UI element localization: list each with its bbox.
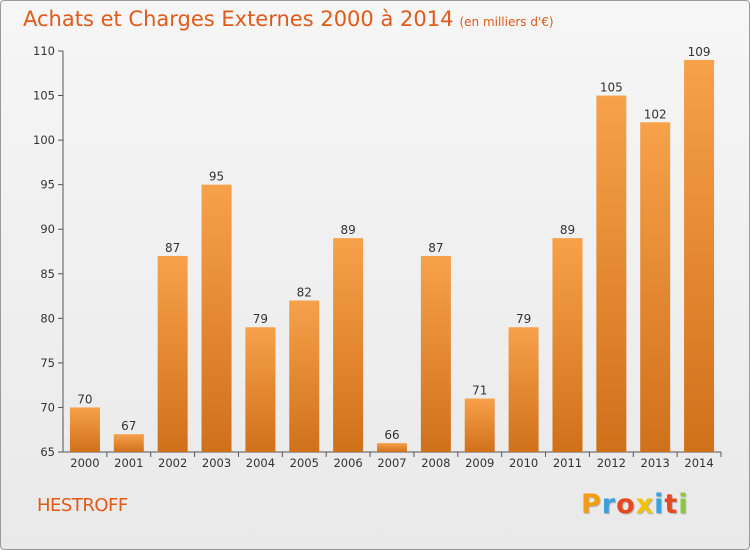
proxiti-letter: P <box>581 489 602 520</box>
proxiti-letter: r <box>601 489 617 520</box>
bar-2013 <box>640 122 671 453</box>
bar-2006 <box>333 238 364 452</box>
x-tick-label: 2013 <box>641 456 670 470</box>
y-tick-label: 80 <box>40 311 55 325</box>
bar-2011 <box>552 238 583 452</box>
commune-name: HESTROFF <box>37 495 128 516</box>
proxiti-letter: x <box>635 489 655 520</box>
x-tick-label: 2006 <box>333 456 362 470</box>
bar-2000 <box>69 407 100 452</box>
x-tick-label: 2010 <box>509 456 538 470</box>
y-tick-label: 100 <box>33 133 55 147</box>
chart-title: Achats et Charges Externes 2000 à 2014 (e… <box>23 7 554 31</box>
data-label-2001: 67 <box>121 419 136 433</box>
bar-2001 <box>113 434 144 452</box>
y-tick-label: 105 <box>33 89 55 103</box>
data-label-2010: 79 <box>516 312 531 326</box>
x-tick-label: 2001 <box>114 456 143 470</box>
bar-2005 <box>289 300 320 452</box>
x-tick-label: 2003 <box>202 456 231 470</box>
y-tick-label: 65 <box>40 445 55 459</box>
chart-title-text: Achats et Charges Externes 2000 à 2014 <box>23 7 454 31</box>
data-label-2005: 82 <box>297 286 312 300</box>
bar-2004 <box>245 327 276 452</box>
x-tick-label: 2014 <box>684 456 713 470</box>
data-label-2013: 102 <box>644 107 667 121</box>
proxiti-letter: t <box>664 489 679 520</box>
proxiti-letter: i <box>678 489 689 520</box>
data-label-2008: 87 <box>428 241 443 255</box>
data-label-2007: 66 <box>384 428 399 442</box>
data-label-2004: 79 <box>253 312 268 326</box>
y-tick-label: 85 <box>40 267 55 281</box>
proxiti-logo: Proxiti <box>581 489 689 520</box>
proxiti-letter: i <box>654 489 665 520</box>
data-label-2000: 70 <box>77 392 92 406</box>
x-tick-label: 2008 <box>421 456 450 470</box>
y-tick-label: 110 <box>33 44 55 58</box>
x-tick-label: 2012 <box>597 456 626 470</box>
x-tick-label: 2007 <box>377 456 406 470</box>
y-tick-label: 95 <box>40 178 55 192</box>
data-label-2009: 71 <box>472 384 487 398</box>
data-label-2014: 109 <box>688 45 711 59</box>
x-tick-label: 2004 <box>246 456 275 470</box>
x-tick-label: 2009 <box>465 456 494 470</box>
bar-2003 <box>201 184 232 452</box>
data-label-2002: 87 <box>165 241 180 255</box>
y-tick-label: 75 <box>40 356 55 370</box>
data-label-2012: 105 <box>600 81 623 95</box>
bar-2014 <box>684 59 715 453</box>
data-label-2011: 89 <box>560 223 575 237</box>
proxiti-letter: o <box>616 489 636 520</box>
y-tick-label: 70 <box>40 400 55 414</box>
data-label-2006: 89 <box>340 223 355 237</box>
x-tick-label: 2000 <box>70 456 99 470</box>
chart-subtitle: (en milliers d'€) <box>459 15 554 29</box>
data-label-2003: 95 <box>209 170 224 184</box>
bar-2008 <box>420 255 451 452</box>
bar-2009 <box>464 398 495 452</box>
bar-2007 <box>377 443 407 452</box>
x-tick-label: 2011 <box>553 456 582 470</box>
x-tick-label: 2005 <box>290 456 319 470</box>
x-tick-label: 2002 <box>158 456 187 470</box>
y-tick-label: 90 <box>40 222 55 236</box>
bar-2002 <box>157 255 188 452</box>
bar-2012 <box>596 95 627 453</box>
bar-2010 <box>508 327 539 452</box>
